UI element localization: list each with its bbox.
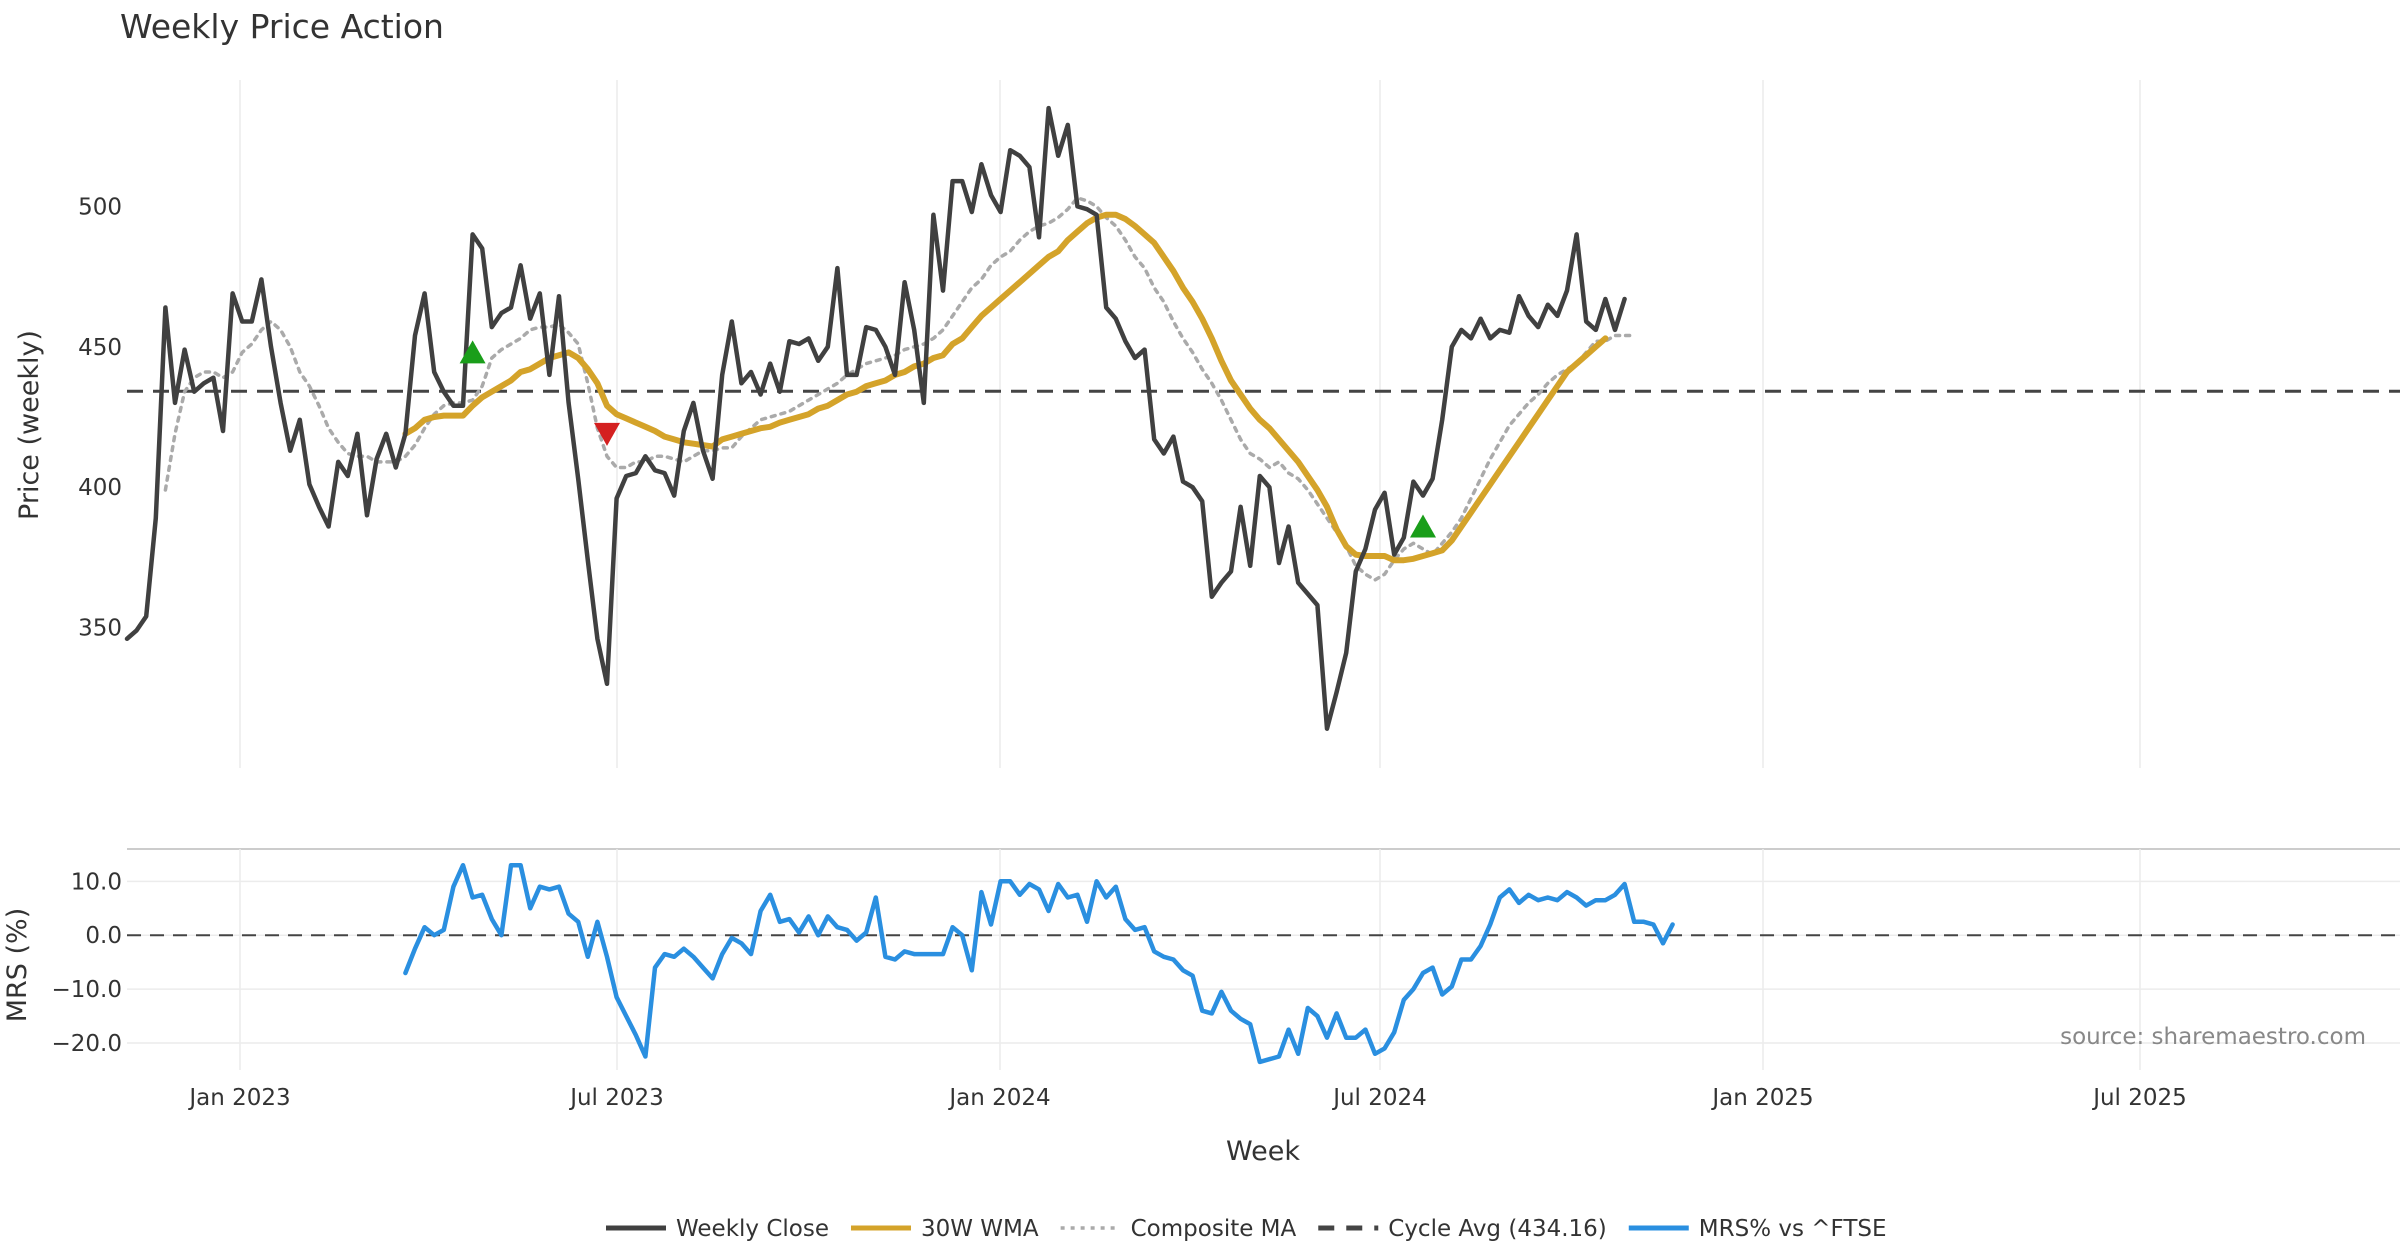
x-tick-label: Jul 2024 — [1331, 1085, 1427, 1111]
sell-signal-marker — [594, 422, 620, 446]
legend-label: Composite MA — [1131, 1216, 1297, 1242]
legend-label: MRS% vs ^FTSE — [1699, 1216, 1887, 1242]
mrs-y-ticks: −20.0 −10.0 0.0 10.0 — [52, 869, 122, 1057]
price-grid — [239, 80, 2141, 768]
x-tick-label: Jul 2023 — [568, 1085, 664, 1111]
x-tick-label: Jan 2025 — [1710, 1085, 1813, 1111]
price-y-axis-label: Price (weekly) — [14, 330, 45, 520]
price-y-tick-label: 450 — [78, 335, 122, 361]
mrs-y-tick-label: −20.0 — [52, 1031, 122, 1057]
legend-item: Composite MA — [1060, 1216, 1297, 1242]
x-ticks: Jan 2023 Jul 2023 Jan 2024 Jul 2024 Jan 2025… — [187, 1085, 2186, 1111]
price-y-tick-label: 400 — [78, 475, 122, 501]
price-y-ticks: 350 400 450 500 — [78, 194, 122, 641]
price-y-tick-label: 500 — [78, 194, 122, 220]
legend-item: Weekly Close — [606, 1216, 829, 1242]
mrs-series — [403, 862, 1675, 1065]
legend: Weekly Close 30W WMA Composite MA Cycle Avg… — [606, 1216, 1887, 1242]
series-30w-wma — [402, 211, 1609, 564]
mrs-y-tick-label: 0.0 — [85, 923, 122, 949]
x-tick-label: Jan 2023 — [187, 1085, 290, 1111]
mrs-y-axis-label: MRS (%) — [2, 908, 33, 1023]
legend-item: MRS% vs ^FTSE — [1628, 1216, 1887, 1242]
price-y-tick-label: 350 — [78, 616, 122, 642]
x-axis-label: Week — [1226, 1136, 1300, 1167]
chart-title: Weekly Price Action — [120, 7, 444, 46]
legend-label: Weekly Close — [676, 1216, 829, 1242]
legend-item: Cycle Avg (434.16) — [1318, 1216, 1607, 1242]
x-tick-label: Jan 2024 — [947, 1085, 1050, 1111]
series-composite-ma — [163, 196, 1636, 582]
signal-markers — [459, 340, 1436, 538]
mrs-y-tick-label: 10.0 — [71, 869, 122, 895]
legend-label: 30W WMA — [921, 1216, 1039, 1242]
legend-label: Cycle Avg (434.16) — [1388, 1216, 1607, 1242]
price-series — [124, 105, 1636, 731]
buy-signal-marker — [1410, 514, 1436, 538]
x-tick-label: Jul 2025 — [2091, 1085, 2187, 1111]
series-weekly-close — [124, 105, 1627, 731]
mrs-y-tick-label: −10.0 — [52, 977, 122, 1003]
series-mrs — [403, 862, 1675, 1065]
buy-signal-marker — [459, 340, 486, 364]
source-note: source: sharemaestro.com — [2060, 1024, 2366, 1050]
legend-item: 30W WMA — [850, 1216, 1039, 1242]
